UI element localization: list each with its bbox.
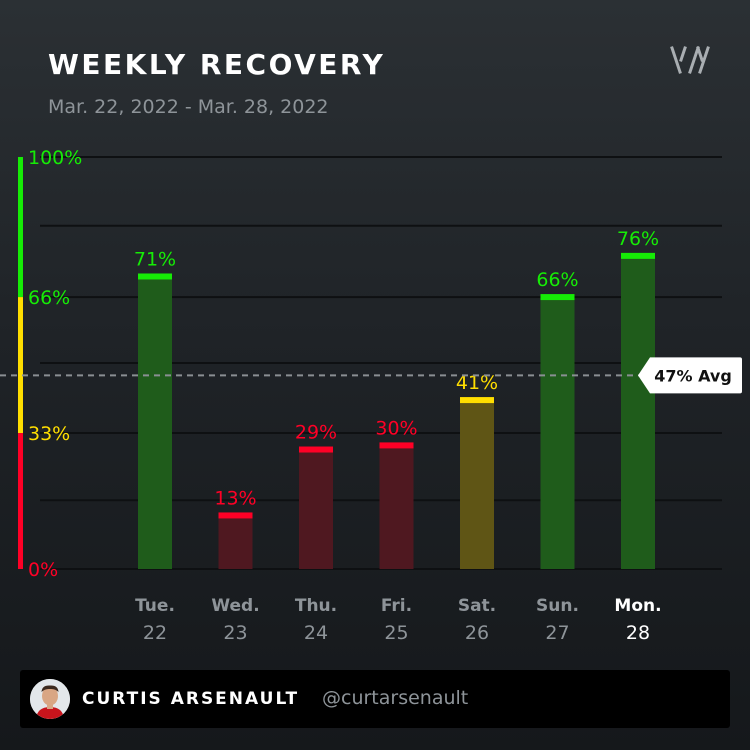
x-tick-day: Mon. (614, 596, 661, 616)
user-handle[interactable]: @curtarsenault (322, 687, 469, 709)
user-portrait-icon (30, 679, 70, 719)
average-label: 47% Avg (654, 366, 732, 385)
user-footer: CURTIS ARSENAULT @curtarsenault (20, 670, 730, 728)
bar (621, 255, 655, 569)
bar (299, 449, 333, 569)
x-tick-day: Sun. (536, 596, 579, 616)
y-tick-label: 100% (28, 147, 82, 169)
x-tick-date: 24 (304, 622, 328, 644)
x-tick-date: 26 (465, 622, 489, 644)
bar-value-label: 66% (536, 269, 578, 291)
bar-top-cap (299, 446, 333, 453)
bar (379, 445, 414, 569)
user-name: CURTIS ARSENAULT (82, 689, 300, 709)
x-tick-date: 22 (143, 622, 167, 644)
zone-axis-green (18, 157, 23, 298)
bar-value-label: 71% (134, 248, 176, 270)
bar-top-cap (460, 397, 494, 404)
bar-top-cap (540, 294, 575, 301)
x-tick-day: Sat. (458, 596, 496, 616)
x-tick-date: 28 (626, 622, 650, 644)
x-tick-day: Thu. (295, 596, 337, 616)
avatar[interactable] (30, 679, 70, 719)
bar (460, 400, 494, 569)
x-tick-date: 25 (384, 622, 408, 644)
bar-top-cap (138, 273, 172, 280)
x-tick-day: Tue. (135, 596, 175, 616)
zone-axis-yellow (18, 297, 23, 434)
bar-value-label: 41% (456, 372, 498, 394)
recovery-bar-chart: 100% 66% 33% 0% 71% Tue. 22 13% Wed. 23 29% Thu. 24 3… (0, 147, 742, 644)
x-tick-day: Fri. (381, 596, 412, 616)
bar-value-label: 30% (375, 417, 417, 439)
average-pill (638, 357, 742, 394)
bar (540, 297, 575, 569)
bar-value-label: 29% (295, 422, 337, 444)
bar (138, 276, 172, 569)
x-tick-date: 27 (545, 622, 569, 644)
bar (218, 515, 253, 569)
bar-value-label: 13% (214, 487, 256, 509)
whoop-logo-icon (670, 46, 710, 74)
bar-top-cap (218, 512, 253, 519)
zone-axis-red (18, 433, 23, 569)
x-tick-day: Wed. (211, 596, 259, 616)
x-tick-date: 23 (223, 622, 247, 644)
page-title: WEEKLY RECOVERY (48, 48, 386, 81)
bar-top-cap (621, 252, 655, 259)
y-tick-label: 33% (28, 423, 70, 445)
bar-value-label: 76% (617, 228, 659, 250)
date-range-subtitle: Mar. 22, 2022 - Mar. 28, 2022 (48, 96, 329, 118)
y-tick-label: 66% (28, 287, 70, 309)
bar-top-cap (379, 442, 414, 449)
y-tick-label: 0% (28, 559, 58, 581)
